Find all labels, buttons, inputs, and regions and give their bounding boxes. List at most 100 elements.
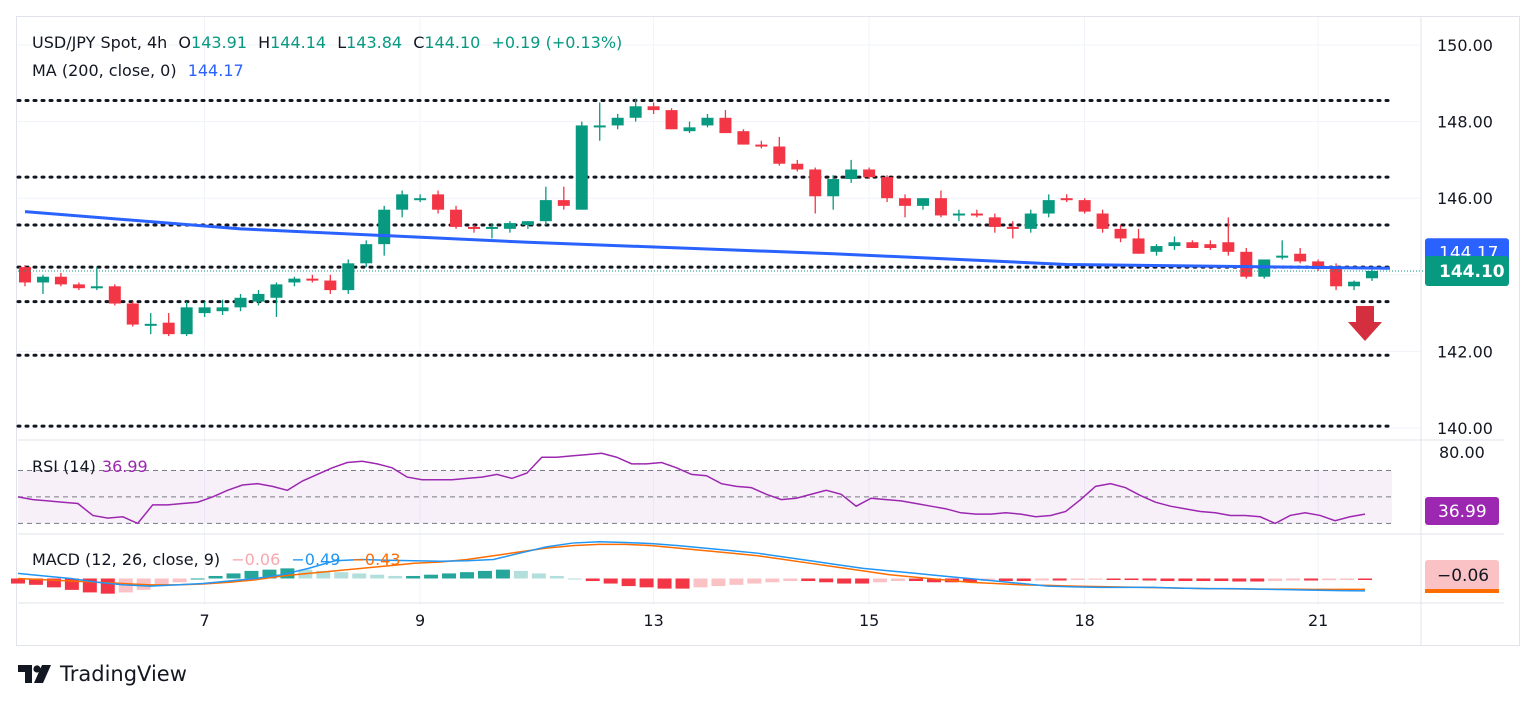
tradingview-logo[interactable]: TradingView (18, 662, 187, 686)
candle-body (1024, 213, 1037, 229)
high-value: 144.14 (270, 33, 327, 52)
macd-histogram-bar (909, 578, 923, 582)
rsi-legend-value: 36.99 (101, 457, 148, 476)
macd-histogram-bar (1016, 578, 1031, 582)
candle-body (970, 213, 983, 216)
macd-histogram-bar (1178, 578, 1193, 582)
price-tick-label: 148.00 (1437, 113, 1493, 132)
ma-label: MA (200, close, 0) (32, 61, 177, 80)
high-label: H (258, 33, 271, 52)
macd-histogram-bar (1034, 578, 1049, 581)
candle-body (899, 198, 912, 206)
macd-badge (1425, 560, 1499, 590)
candle-body (414, 198, 427, 201)
macd-histogram-bar (1304, 578, 1319, 581)
macd-histogram-bar (1070, 578, 1085, 581)
rsi-badge (1425, 497, 1499, 525)
macd-histogram-bar (711, 578, 726, 587)
candle-body (198, 307, 211, 314)
candle-body (342, 263, 355, 291)
candle-body (450, 209, 463, 227)
candle-body (270, 284, 283, 298)
candle-body (701, 117, 714, 126)
candle-body (360, 244, 373, 264)
candle-body (952, 213, 965, 216)
macd-histogram-bar (406, 575, 421, 579)
symbol-label: USD/JPY Spot, 4h (32, 33, 168, 52)
low-value: 143.84 (346, 33, 403, 52)
low-label: L (337, 33, 347, 52)
candle-body (1222, 242, 1235, 252)
open-value: 143.91 (191, 33, 247, 52)
candle-body (557, 200, 570, 206)
macd-histogram-bar (226, 573, 241, 579)
candle-body (593, 125, 606, 128)
macd-histogram-bar (1358, 578, 1372, 581)
macd-histogram-bar (513, 570, 528, 579)
open-label: O (178, 33, 192, 52)
macd-signal-value: −0.43 (351, 550, 401, 569)
candle-body (1330, 267, 1343, 287)
candle-body (180, 307, 193, 335)
macd-histogram-bar (460, 572, 474, 579)
rsi-legend: RSI (14) 36.99 (32, 457, 154, 476)
candle-body (755, 144, 768, 147)
candle-body (845, 169, 858, 180)
candle-body (1294, 253, 1307, 262)
macd-histogram-bar (801, 578, 816, 582)
candle-body (324, 280, 337, 291)
candle-body (1078, 200, 1091, 212)
down-arrow-icon (1348, 306, 1382, 341)
x-tick-label: 18 (1074, 611, 1094, 630)
macd-histogram-bar (1196, 578, 1211, 582)
candle-body (647, 106, 660, 111)
candle-body (934, 198, 947, 216)
candle-body (126, 303, 139, 325)
macd-histogram-bar (262, 569, 277, 579)
macd-histogram-bar (46, 578, 61, 588)
candle-body (611, 117, 624, 126)
chart-frame (16, 16, 1520, 646)
macd-histogram-bar (765, 578, 780, 583)
price-tick-label: 150.00 (1437, 36, 1493, 55)
candle-body (719, 117, 732, 134)
candle-body (521, 221, 534, 226)
macd-histogram-bar (1232, 578, 1247, 582)
candle-body (737, 131, 750, 145)
macd-histogram-bar (1124, 578, 1139, 581)
candle-body (1150, 246, 1163, 252)
x-tick-label: 15 (859, 611, 879, 630)
candle-body (791, 163, 804, 170)
macd-histogram-bar (208, 575, 223, 579)
candle-body (1276, 255, 1289, 258)
candle-body (1348, 281, 1361, 287)
candle-body (216, 307, 229, 312)
candle-body (144, 323, 157, 326)
candle-body (252, 293, 265, 302)
macd-histogram-bar (657, 578, 672, 589)
ma200-line (24, 210, 1390, 270)
macd-histogram-bar (495, 569, 510, 579)
candle-body (1240, 251, 1253, 277)
macd-histogram-bar (855, 578, 870, 584)
candle-body (665, 110, 678, 130)
candle-body (90, 286, 103, 289)
macd-histogram-bar (693, 578, 708, 588)
macd-histogram-bar (388, 575, 403, 579)
candle-body (917, 198, 929, 206)
candle-body (1114, 228, 1127, 239)
macd-histogram-bar (190, 578, 205, 580)
x-tick-label: 21 (1308, 611, 1328, 630)
macd-histogram-bar (1214, 578, 1229, 582)
macd-histogram-bar (639, 578, 654, 588)
macd-histogram-bar (585, 578, 600, 582)
macd-histogram-bar (1250, 578, 1265, 582)
x-tick-label: 13 (643, 611, 663, 630)
rsi-label: RSI (14) (32, 457, 96, 476)
candle-body (1168, 242, 1181, 247)
candle-body (468, 226, 480, 229)
macd-histogram-bar (11, 578, 25, 584)
candle-body (306, 278, 319, 281)
candle-body (1006, 226, 1019, 229)
